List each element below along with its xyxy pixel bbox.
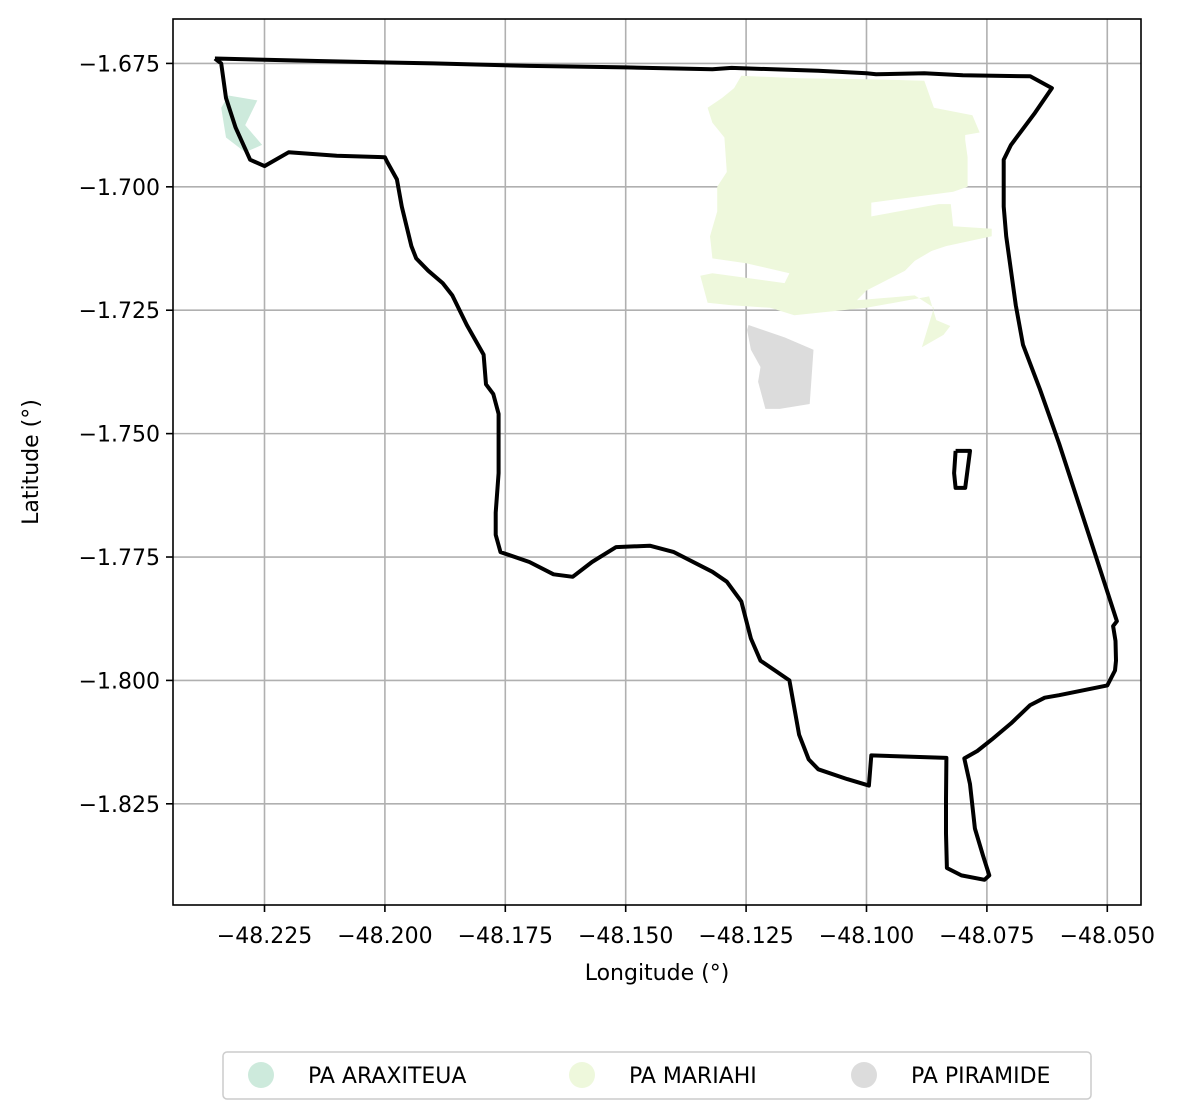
x-tick-label: −48.050 xyxy=(1060,924,1155,949)
legend-marker xyxy=(248,1062,274,1088)
x-tick-label: −48.075 xyxy=(939,924,1034,949)
y-tick-label: −1.675 xyxy=(79,52,160,77)
legend-marker xyxy=(569,1062,595,1088)
y-tick-label: −1.750 xyxy=(79,423,160,448)
x-axis-label: Longitude (°) xyxy=(585,961,730,986)
municipality-boundary xyxy=(215,59,1117,880)
y-tick-label: −1.800 xyxy=(79,669,160,694)
plot-frame xyxy=(173,19,1141,905)
x-tick-label: −48.150 xyxy=(578,924,673,949)
y-tick-label: −1.725 xyxy=(79,299,160,324)
legend-label: PA PIRAMIDE xyxy=(911,1064,1050,1089)
boundary-outer xyxy=(215,59,1117,880)
legend-marker xyxy=(851,1062,877,1088)
x-tick-label: −48.175 xyxy=(458,924,553,949)
legend: PA ARAXITEUA PA MARIAHI PA PIRAMIDE xyxy=(223,1052,1091,1099)
y-axis-label: Latitude (°) xyxy=(19,399,44,525)
settlement-polygons xyxy=(221,76,992,409)
grid-lines xyxy=(173,19,1141,905)
polygon-pa-mariahi xyxy=(700,76,991,347)
y-tick-label: −1.700 xyxy=(79,176,160,201)
legend-label: PA MARIAHI xyxy=(629,1064,757,1089)
x-tick-label: −48.200 xyxy=(337,924,432,949)
y-tick-label: −1.775 xyxy=(79,546,160,571)
y-tick-label: −1.825 xyxy=(79,793,160,818)
x-tick-label: −48.225 xyxy=(217,924,312,949)
legend-label: PA ARAXITEUA xyxy=(308,1064,466,1089)
x-tick-label: −48.100 xyxy=(819,924,914,949)
polygon-pa-piramide xyxy=(747,325,813,409)
x-tick-label: −48.125 xyxy=(698,924,793,949)
boundary-inner xyxy=(954,451,970,488)
